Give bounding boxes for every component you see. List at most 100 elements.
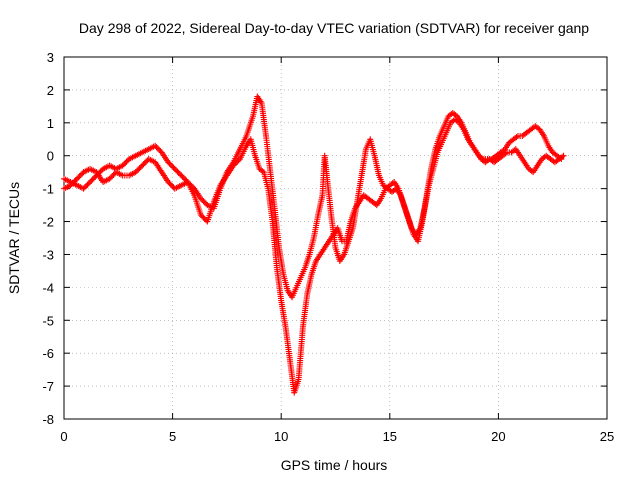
plus-marker: [109, 173, 116, 180]
plus-marker: [119, 162, 126, 169]
plus-marker: [182, 176, 189, 183]
plus-marker: [200, 198, 207, 205]
plus-marker: [120, 161, 127, 168]
plus-marker: [83, 183, 90, 190]
plus-marker: [106, 175, 113, 182]
plus-marker: [175, 169, 182, 176]
plus-marker: [165, 179, 172, 186]
plus-marker: [502, 150, 509, 157]
plus-marker: [201, 199, 208, 206]
y-tick-label: 2: [47, 83, 54, 98]
plus-marker: [123, 158, 130, 165]
x-axis-label: GPS time / hours: [281, 457, 388, 473]
plus-marker: [199, 196, 206, 203]
plus-marker: [136, 165, 143, 172]
plus-marker: [107, 174, 114, 181]
y-axis-label: SDTVAR / TECUs: [6, 182, 22, 294]
plus-marker: [140, 161, 147, 168]
plus-marker: [75, 174, 82, 181]
plus-marker: [167, 161, 174, 168]
x-tick-label: 0: [60, 429, 67, 444]
plus-marker: [233, 159, 240, 166]
y-tick-label: -8: [42, 412, 54, 427]
x-tick-label: 15: [383, 429, 397, 444]
x-tick-label: 5: [169, 429, 176, 444]
plus-marker: [88, 177, 95, 184]
plus-marker: [167, 181, 174, 188]
plus-marker: [201, 215, 208, 222]
plus-marker: [110, 171, 117, 178]
plus-marker: [87, 179, 94, 186]
plus-marker: [85, 180, 92, 187]
y-tick-label: -3: [42, 247, 54, 262]
plus-marker: [199, 213, 206, 220]
axis-ticks: 0 5 10 15 20 25 -8 -7 -6 -5 -4 -3 -2 -1 0 1 2 3: [42, 50, 614, 444]
plus-marker: [72, 177, 79, 184]
y-tick-label: -7: [42, 379, 54, 394]
plus-marker: [154, 145, 161, 152]
plus-marker: [137, 163, 144, 170]
plus-marker: [133, 167, 140, 174]
plus-marker: [179, 173, 186, 180]
plus-marker: [90, 175, 97, 182]
plus-marker: [165, 159, 172, 166]
plus-marker: [89, 176, 96, 183]
y-tick-label: -4: [42, 280, 54, 295]
x-tick-label: 25: [600, 429, 614, 444]
grid-lines: [64, 57, 607, 419]
plus-marker: [80, 185, 87, 192]
plus-marker: [197, 195, 204, 202]
plus-marker: [169, 183, 176, 190]
y-tick-label: -5: [42, 313, 54, 328]
y-tick-label: 1: [47, 116, 54, 131]
x-tick-label: 20: [491, 429, 505, 444]
y-tick-label: -2: [42, 215, 54, 230]
plus-marker: [231, 161, 238, 168]
plus-marker: [560, 152, 567, 159]
plot-frame: [63, 56, 608, 420]
plus-marker: [171, 165, 178, 172]
plus-marker: [197, 211, 204, 218]
plus-marker: [513, 134, 520, 141]
plus-marker: [169, 163, 176, 170]
plus-marker: [141, 159, 148, 166]
plus-marker: [173, 167, 180, 174]
plus-marker: [135, 166, 142, 173]
series-track-b: [61, 116, 567, 396]
plus-marker: [166, 160, 173, 167]
plus-marker: [70, 179, 77, 186]
x-tick-label: 10: [274, 429, 288, 444]
plus-marker: [67, 182, 74, 189]
plus-marker: [77, 171, 84, 178]
plus-marker: [180, 175, 187, 182]
plus-marker: [132, 169, 139, 176]
plus-marker: [84, 181, 91, 188]
plus-marker: [122, 159, 129, 166]
y-tick-label: 3: [47, 50, 54, 65]
plus-marker: [235, 157, 242, 164]
plus-marker: [174, 168, 181, 175]
plus-marker: [259, 168, 266, 175]
plus-marker: [156, 146, 163, 153]
plus-marker: [153, 144, 160, 151]
plus-marker: [68, 181, 75, 188]
plus-marker: [166, 180, 173, 187]
plus-marker: [76, 173, 83, 180]
plus-marker: [230, 162, 237, 169]
plus-marker: [178, 172, 185, 179]
plus-marker: [143, 158, 150, 165]
y-tick-label: 0: [47, 149, 54, 164]
plus-marker: [71, 178, 78, 185]
plus-marker: [139, 162, 146, 169]
plus-marker: [74, 175, 81, 182]
plus-marker: [559, 153, 566, 160]
data-marks: [61, 93, 567, 396]
plus-marker: [176, 171, 183, 178]
chart-title: Day 298 of 2022, Sidereal Day-to-day VTE…: [79, 20, 589, 36]
plus-marker: [234, 158, 241, 165]
y-tick-label: -1: [42, 182, 54, 197]
plus-marker: [200, 214, 207, 221]
plus-marker: [152, 142, 159, 149]
plus-marker: [81, 184, 88, 191]
